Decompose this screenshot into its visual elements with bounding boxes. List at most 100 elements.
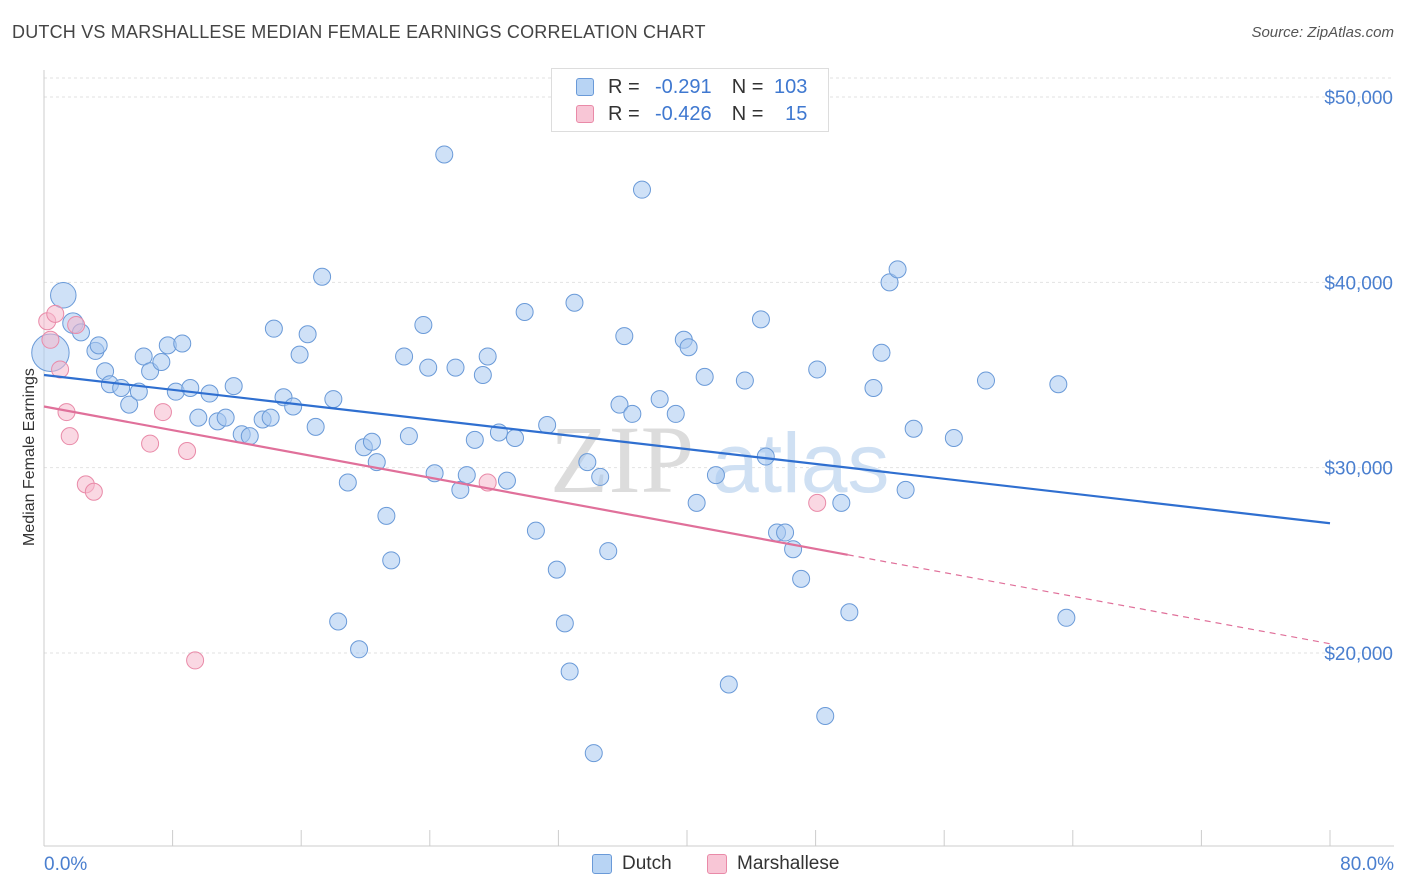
y-tick-label: $20,000 — [1324, 644, 1393, 665]
legend-row-dutch: R = -0.291 N = 103 — [576, 75, 807, 99]
legend-r-label: R = — [608, 102, 640, 125]
point-dutch — [473, 366, 492, 384]
point-dutch — [382, 551, 401, 570]
point-dutch — [666, 404, 685, 423]
correlation-legend: R = -0.291 N = 103 R = -0.426 N = 15 — [551, 68, 829, 132]
point-dutch — [264, 319, 283, 338]
point-dutch — [547, 560, 566, 579]
point-dutch — [497, 471, 516, 490]
point-dutch — [888, 260, 907, 279]
point-dutch — [173, 334, 192, 353]
point-dutch — [395, 347, 414, 366]
chart-title: DUTCH VS MARSHALLESE MEDIAN FEMALE EARNI… — [12, 22, 706, 42]
point-dutch — [578, 453, 597, 472]
point-dutch — [864, 378, 883, 397]
point-dutch — [112, 378, 131, 397]
point-dutch — [776, 523, 795, 542]
point-dutch — [377, 506, 396, 525]
point-dutch — [290, 345, 309, 364]
point-dutch — [679, 338, 698, 357]
point-dutch — [719, 675, 738, 694]
point-dutch — [872, 343, 891, 362]
point-dutch — [261, 408, 280, 427]
point-marshallese — [808, 493, 827, 512]
point-dutch — [840, 603, 859, 622]
point-dutch — [832, 493, 851, 512]
point-dutch — [350, 640, 369, 659]
point-dutch — [706, 466, 725, 485]
point-dutch — [399, 427, 418, 446]
point-dutch — [306, 417, 325, 436]
trend-line-marshallese — [43, 405, 848, 556]
point-marshallese — [46, 304, 65, 323]
point-dutch — [120, 395, 139, 414]
point-marshallese — [186, 651, 205, 670]
watermark-zip: ZIP — [550, 406, 694, 513]
point-dutch — [599, 542, 618, 561]
point-dutch — [610, 395, 629, 414]
bottom-legend-swatch-dutch — [592, 854, 612, 874]
x-ticks — [43, 830, 1331, 846]
point-marshallese — [141, 434, 160, 453]
x-tick-label-max: 80.0% — [1340, 854, 1394, 875]
legend-r-value: -0.426 — [654, 102, 712, 125]
point-dutch — [446, 358, 465, 377]
point-dutch — [324, 390, 343, 409]
trend-extension-marshallese — [847, 554, 1331, 645]
legend-swatch-marshallese — [576, 105, 594, 123]
point-dutch — [505, 429, 524, 448]
legend-r-label: R = — [608, 75, 640, 98]
point-dutch — [650, 390, 669, 409]
point-dutch — [298, 325, 317, 344]
point-dutch — [904, 419, 923, 438]
point-dutch — [515, 302, 534, 321]
trend-line-dutch — [43, 373, 1331, 525]
y-axis-label: Median Female Earnings — [21, 368, 38, 546]
bottom-legend-swatch-marshallese — [707, 854, 727, 874]
legend-n-label: N = — [731, 75, 764, 98]
point-dutch — [880, 273, 899, 292]
point-dutch — [565, 293, 584, 312]
point-dutch — [362, 432, 381, 451]
point-dutch — [808, 360, 827, 379]
point-dutch — [338, 473, 357, 492]
point-dutch — [687, 493, 706, 512]
point-dutch — [414, 315, 433, 334]
point-dutch — [1049, 375, 1068, 394]
bottom-legend-dutch: Dutch — [592, 852, 672, 876]
point-marshallese — [41, 330, 60, 349]
point-dutch — [313, 267, 332, 286]
point-dutch — [623, 404, 642, 423]
y-tick-labels: $20,000 $30,000 $40,000 $50,000 — [1324, 88, 1393, 665]
legend-n-label: N = — [731, 102, 764, 125]
point-dutch — [591, 467, 610, 486]
point-marshallese — [153, 403, 172, 422]
legend-n-value: 103 — [774, 75, 808, 98]
point-dutch — [976, 371, 995, 390]
bottom-legend-label-dutch: Dutch — [622, 853, 672, 874]
point-dutch — [632, 180, 651, 199]
point-dutch — [284, 397, 303, 416]
grid-lines — [44, 77, 1394, 654]
point-dutch — [465, 430, 484, 449]
trend-lines — [43, 373, 1331, 645]
point-dutch — [526, 521, 545, 540]
point-dutch — [695, 367, 714, 386]
legend-swatch-dutch — [576, 78, 594, 96]
bottom-legend-marshallese: Marshallese — [707, 852, 839, 876]
point-marshallese — [178, 441, 197, 460]
point-dutch — [240, 427, 259, 446]
point-dutch — [189, 408, 208, 427]
point-dutch — [538, 416, 557, 435]
point-dutch — [152, 353, 171, 372]
point-marshallese — [84, 482, 103, 501]
point-dutch — [944, 429, 963, 448]
point-dutch — [89, 336, 108, 355]
point-dutch — [329, 612, 348, 631]
point-dutch — [1057, 608, 1076, 627]
point-dutch — [584, 744, 603, 763]
bottom-legend-label-marshallese: Marshallese — [737, 853, 840, 874]
point-dutch — [615, 327, 634, 346]
y-tick-label: $30,000 — [1324, 459, 1393, 480]
